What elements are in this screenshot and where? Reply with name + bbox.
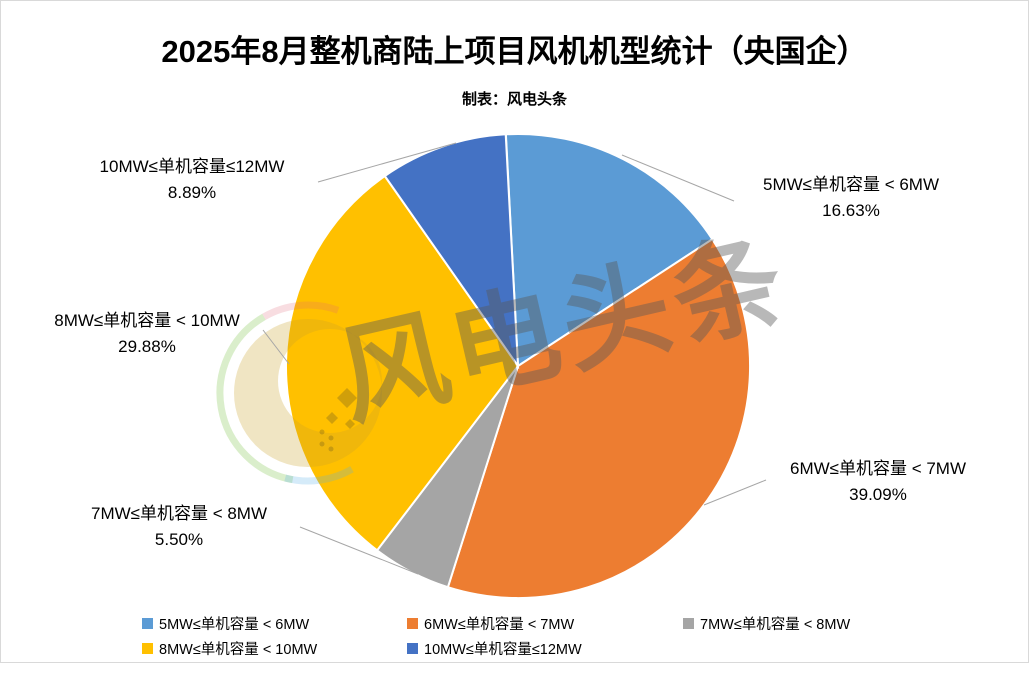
pie-slice-6mw-7mw[interactable] (446, 237, 752, 600)
legend-swatch-icon (407, 618, 418, 629)
leader-line-5mw-6mw (621, 154, 735, 202)
legend-label: 7MW≤单机容量 < 8MW (700, 617, 851, 633)
pie-slice-5mw-6mw[interactable] (504, 132, 714, 368)
legend-swatch-icon (142, 643, 153, 654)
leader-line-8mw-10mw (262, 329, 290, 365)
callout-label: 6MW≤单机容量 < 7MW (789, 459, 967, 478)
leader-line-10mw-12mw (317, 142, 457, 183)
chart-title: 2025年8月整机商陆上项目风机机型统计（央国企） (161, 34, 868, 69)
callout-8mw-10mw: 8MW≤单机容量 < 10MW 29.88% (54, 308, 239, 360)
callout-value: 39.09% (849, 485, 907, 504)
legend-item-10mw-12mw[interactable]: 10MW≤单机容量≤12MW (407, 638, 683, 659)
legend-item-7mw-8mw[interactable]: 7MW≤单机容量 < 8MW (683, 613, 850, 634)
legend-label: 8MW≤单机容量 < 10MW (159, 642, 318, 658)
legend-label: 10MW≤单机容量≤12MW (424, 642, 582, 658)
legend-label: 6MW≤单机容量 < 7MW (424, 617, 575, 633)
callout-5mw-6mw: 5MW≤单机容量 < 6MW 16.63% (763, 172, 939, 224)
leader-line-7mw-8mw (299, 526, 419, 575)
legend-swatch-icon (407, 643, 418, 654)
legend-swatch-icon (142, 618, 153, 629)
callout-label: 7MW≤单机容量 < 8MW (90, 504, 268, 523)
pie-slice-8mw-10mw[interactable] (284, 174, 520, 552)
legend-swatch-icon (683, 618, 694, 629)
chart-legend: 5MW≤单机容量 < 6MW 6MW≤单机容量 < 7MW 7MW≤单机容量 <… (142, 613, 850, 659)
callout-10mw-12mw: 10MW≤单机容量≤12MW 8.89% (100, 154, 285, 206)
chart-subtitle: 制表：风电头条 (461, 91, 567, 108)
legend-label: 5MW≤单机容量 < 6MW (159, 617, 310, 633)
callout-value: 16.63% (822, 201, 880, 220)
legend-item-6mw-7mw[interactable]: 6MW≤单机容量 < 7MW (407, 613, 683, 634)
callout-value: 29.88% (118, 337, 176, 356)
callout-value: 5.50% (154, 530, 204, 549)
leader-line-6mw-7mw (703, 479, 767, 506)
callout-label: 8MW≤单机容量 < 10MW (54, 311, 240, 330)
callout-label: 10MW≤单机容量≤12MW (99, 157, 285, 176)
watermark-logo-icon (216, 301, 382, 485)
callout-label: 5MW≤单机容量 < 6MW (762, 175, 940, 194)
callout-7mw-8mw: 7MW≤单机容量 < 8MW 5.50% (91, 501, 267, 553)
legend-item-5mw-6mw[interactable]: 5MW≤单机容量 < 6MW (142, 613, 407, 634)
legend-item-8mw-10mw[interactable]: 8MW≤单机容量 < 10MW (142, 638, 407, 659)
callout-6mw-7mw: 6MW≤单机容量 < 7MW 39.09% (790, 456, 966, 508)
callout-value: 8.89% (167, 183, 217, 202)
